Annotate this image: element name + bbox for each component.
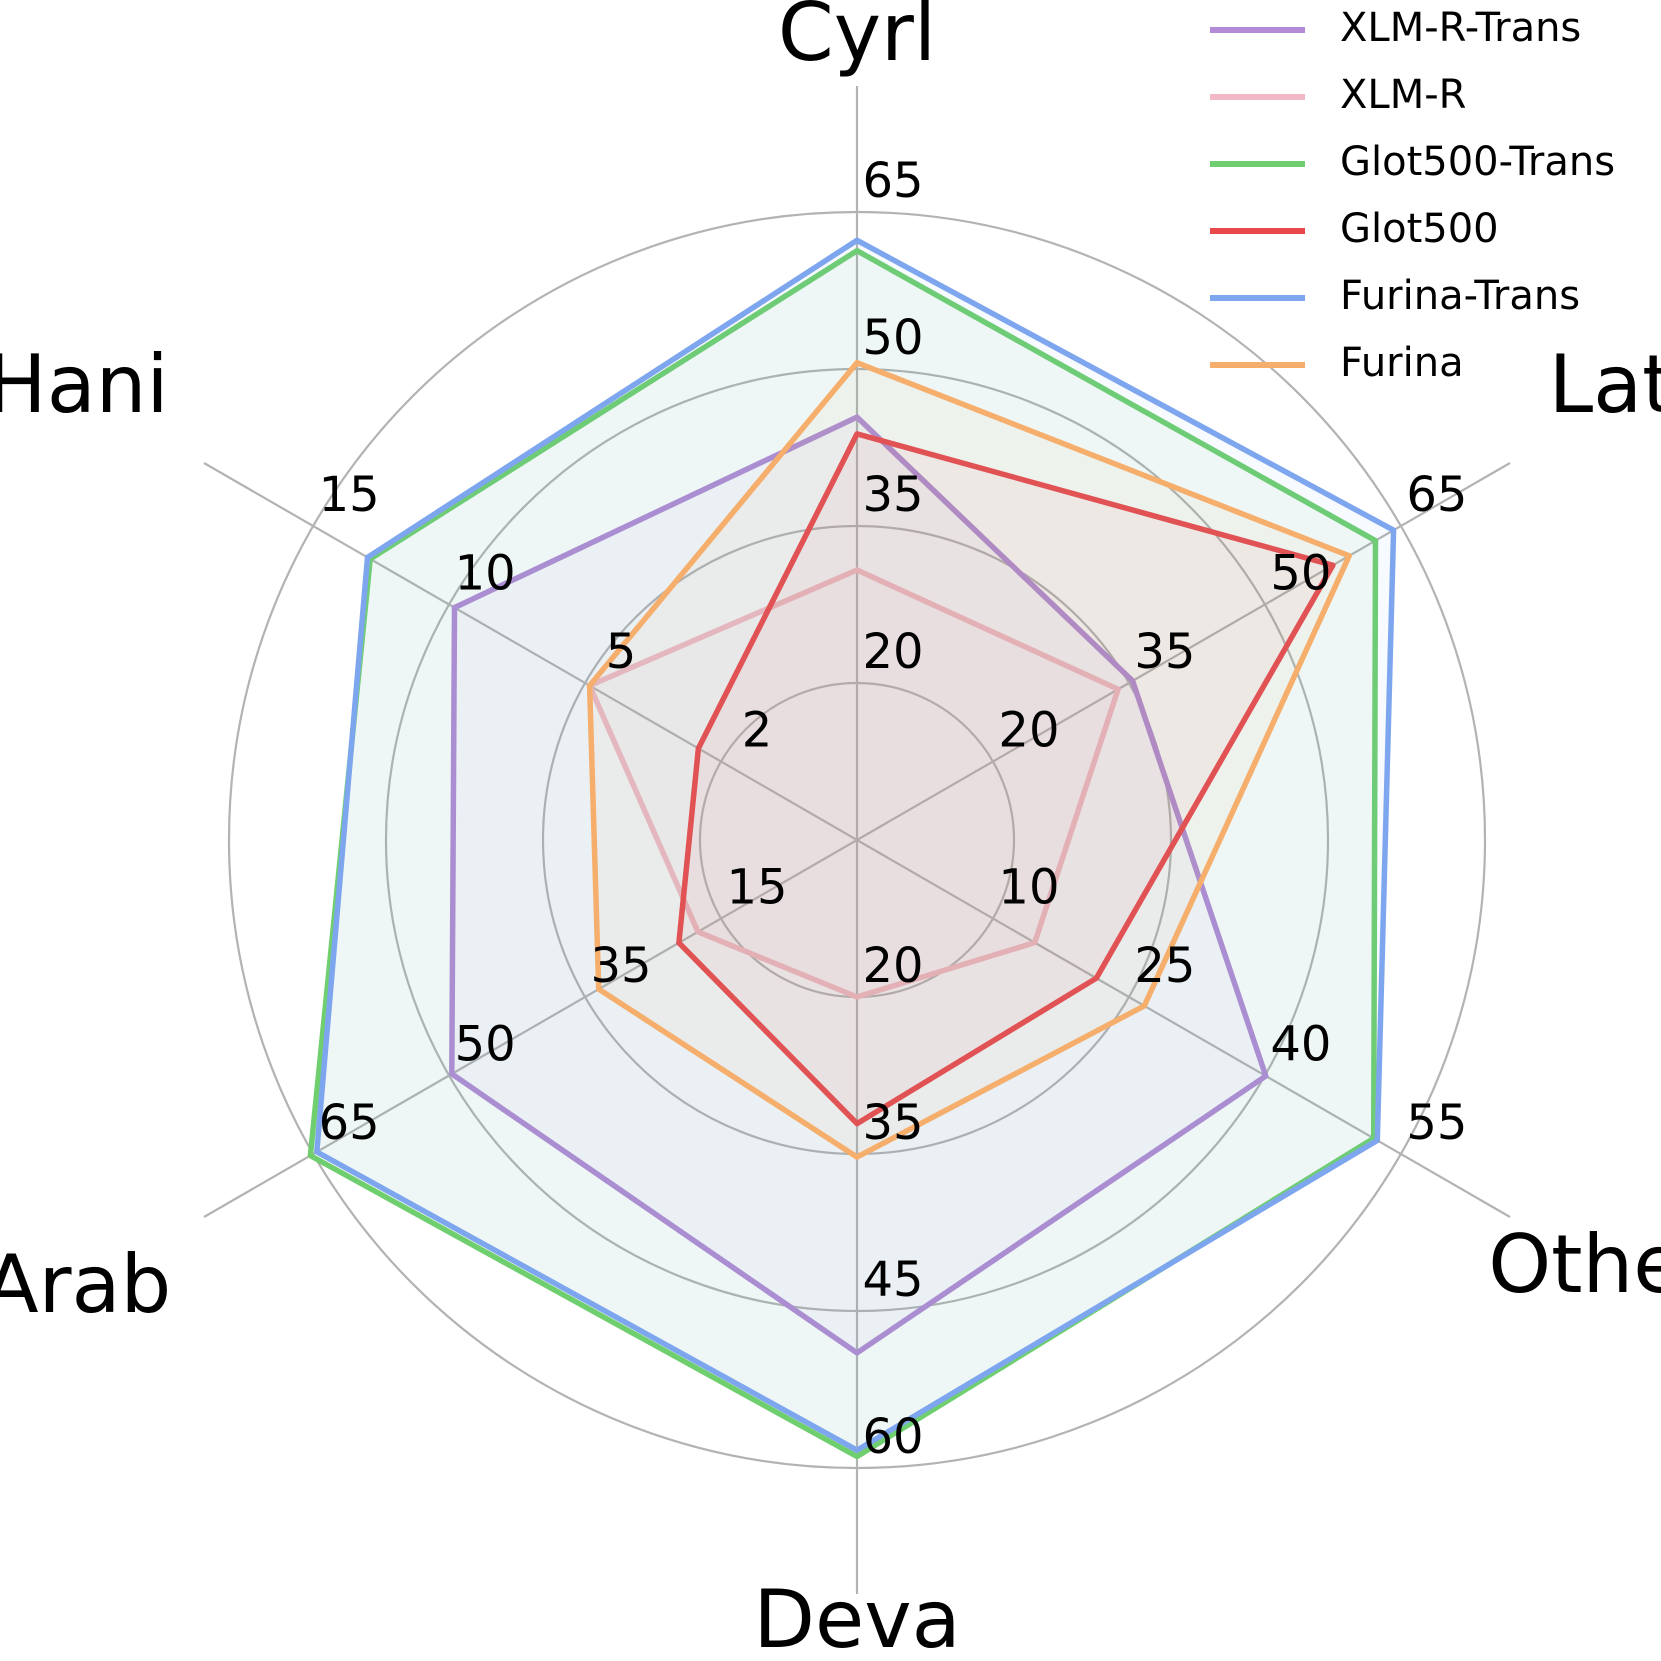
tick-label: 65 [862,153,923,209]
series-glot500 [676,431,1336,1127]
tick-label: 10 [455,546,516,602]
tick-label: 20 [862,938,923,994]
tick-labels: 2035506520355065102540552035456015355065… [319,153,1468,1465]
legend: XLM-R-Trans XLM-R Glot500-Trans Glot500 Furi… [1210,5,1615,386]
legend-label: Furina-Trans [1340,273,1580,319]
tick-label: 15 [726,860,787,916]
axis-label-deva: Deva [753,1573,960,1661]
series-glot500-trans [307,247,1379,1460]
tick-label: 35 [862,467,923,523]
legend-label: Glot500-Trans [1340,139,1615,185]
tick-label: 45 [862,1252,923,1308]
legend-label: XLM-R-Trans [1340,5,1581,51]
series-furina [586,359,1352,1160]
tick-label: 40 [1270,1017,1331,1073]
tick-label: 55 [1406,1095,1467,1151]
axis-spoke [856,462,1511,841]
tick-label: 35 [1134,624,1195,680]
axis-spoke [203,462,858,841]
tick-label: 35 [591,938,652,994]
tick-label: 25 [1134,938,1195,994]
tick-label: 50 [1270,546,1331,602]
tick-label: 5 [606,624,637,680]
axis-label-latn: Latn [1549,338,1661,431]
tick-label: 35 [862,1095,923,1151]
legend-label: Furina [1340,340,1464,386]
axis-label-other: Other [1488,1218,1661,1311]
tick-label: 60 [862,1409,923,1465]
axis-label-hani: Hani [0,338,169,431]
axis-spoke [856,839,1511,1218]
tick-label: 15 [319,467,380,523]
tick-label: 50 [862,310,923,366]
legend-label: XLM-R [1340,72,1466,118]
series-layer [307,237,1397,1460]
tick-label: 20 [998,703,1059,759]
axis-label-cyrl: Cyrl [778,0,936,79]
tick-label: 50 [455,1017,516,1073]
tick-label: 65 [1406,467,1467,523]
tick-label: 10 [998,860,1059,916]
tick-label: 20 [862,624,923,680]
series-xlm-r-trans [449,414,1269,1356]
axis-label-arab: Arab [0,1238,171,1331]
tick-label: 2 [742,703,773,759]
legend-label: Glot500 [1340,206,1499,252]
series-furina-trans [314,237,1397,1453]
tick-label: 65 [319,1095,380,1151]
